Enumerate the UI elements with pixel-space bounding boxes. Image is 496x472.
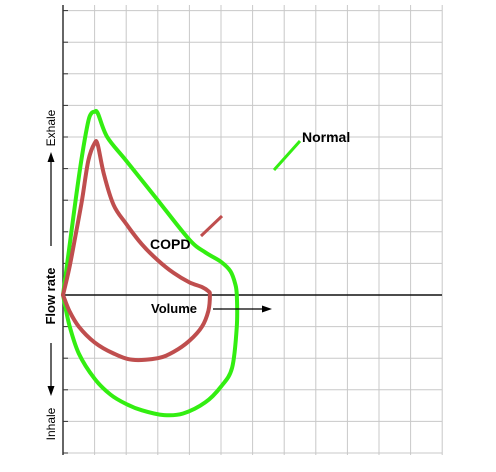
x-axis-label: Volume bbox=[151, 301, 197, 316]
normal-callout-line bbox=[272, 139, 302, 172]
normal-series-label: Normal bbox=[302, 129, 350, 145]
series-normal-line bbox=[61, 108, 240, 418]
grid-lines bbox=[63, 5, 443, 455]
y-axis-label: Flow rate bbox=[43, 267, 58, 324]
y-axis-exhale-label: Exhale bbox=[44, 109, 58, 146]
y-axis-inhale-label: Inhale bbox=[44, 407, 58, 440]
y-axis-down-arrowhead bbox=[47, 386, 55, 396]
copd-callout-line bbox=[199, 214, 224, 238]
y-axis-up-arrowhead bbox=[47, 152, 55, 162]
series-copd-line bbox=[61, 139, 212, 363]
x-axis-arrowhead bbox=[262, 305, 272, 313]
copd-series-label: COPD bbox=[150, 236, 190, 252]
